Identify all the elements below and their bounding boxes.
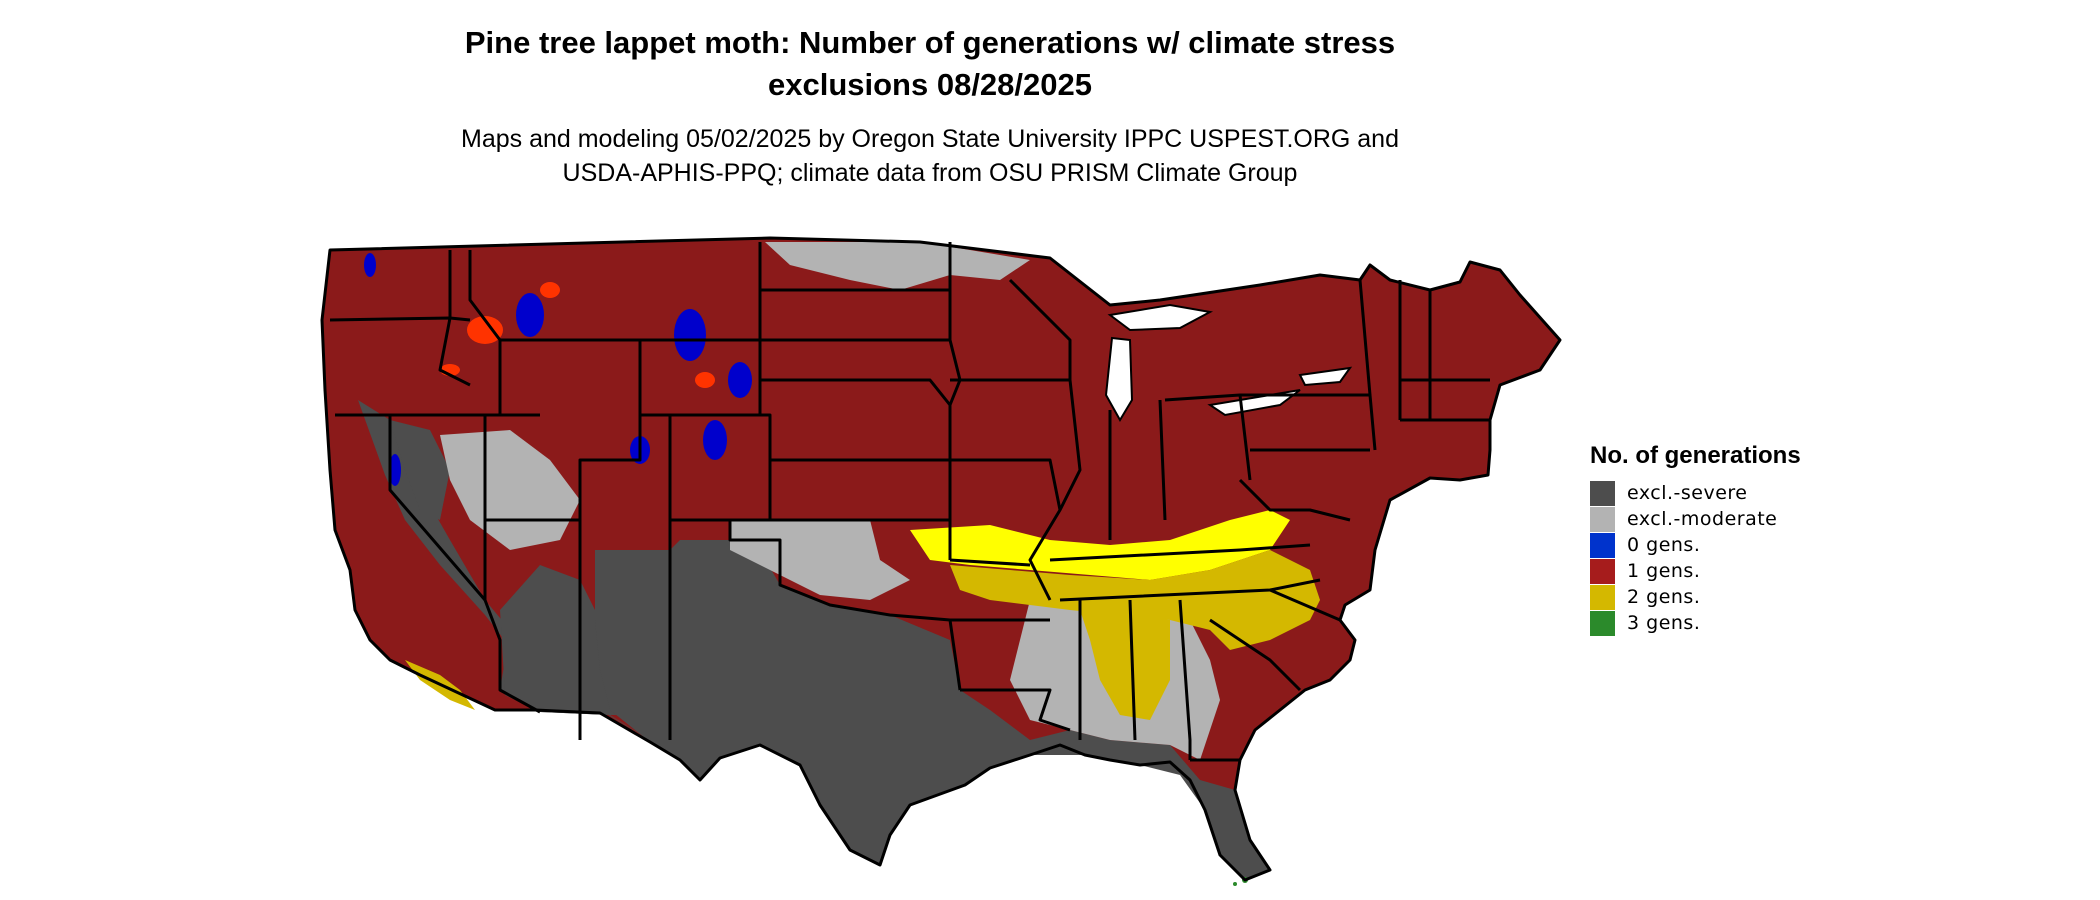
title-line-2: exclusions 08/28/2025 <box>767 67 1092 102</box>
severe-exclusion-texas <box>595 540 1270 880</box>
legend-swatch <box>1590 506 1615 532</box>
legend-title: No. of generations <box>1590 442 1801 469</box>
legend-swatch <box>1590 584 1615 610</box>
state-borders <box>320 236 1562 882</box>
legend-item-3-gens: 3 gens. <box>1590 610 1810 636</box>
legend-label: 0 gens. <box>1627 534 1701 556</box>
legend-label: 3 gens. <box>1627 612 1701 634</box>
map-title: Pine tree lappet moth: Number of generat… <box>400 22 1460 106</box>
legend-item-excl-severe: excl.-severe <box>1590 480 1810 506</box>
us-generations-map <box>320 236 1562 886</box>
legend-swatch <box>1590 532 1615 558</box>
legend-item-1-gens: 1 gens. <box>1590 558 1810 584</box>
legend-label: 1 gens. <box>1627 560 1701 582</box>
mountain-areas <box>440 282 715 388</box>
legend: No. of generations excl.-severe excl.-mo… <box>1590 442 1810 636</box>
legend-items: excl.-severe excl.-moderate 0 gens. 1 ge… <box>1590 480 1810 636</box>
legend-label: excl.-moderate <box>1627 508 1778 530</box>
great-lakes <box>1104 303 1353 422</box>
legend-item-excl-moderate: excl.-moderate <box>1590 506 1810 532</box>
legend-label: 2 gens. <box>1627 586 1701 608</box>
legend-item-0-gens: 0 gens. <box>1590 532 1810 558</box>
map-subtitle: Maps and modeling 05/02/2025 by Oregon S… <box>400 122 1460 190</box>
severe-exclusion-nevada <box>390 420 450 520</box>
two-gen-alabama <box>1080 610 1170 720</box>
legend-swatch <box>1590 558 1615 584</box>
two-gen-band-south <box>950 550 1320 650</box>
subtitle-line-2: USDA-APHIS-PPQ; climate data from OSU PR… <box>562 159 1298 187</box>
moderate-exclusion-north-dakota <box>765 242 1030 290</box>
title-line-1: Pine tree lappet moth: Number of generat… <box>464 25 1396 60</box>
legend-item-2-gens: 2 gens. <box>1590 584 1810 610</box>
legend-swatch <box>1590 480 1615 506</box>
legend-swatch <box>1590 610 1615 636</box>
subtitle-line-1: Maps and modeling 05/02/2025 by Oregon S… <box>461 125 1399 153</box>
legend-label: excl.-severe <box>1627 482 1748 504</box>
